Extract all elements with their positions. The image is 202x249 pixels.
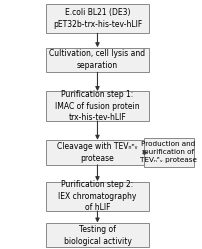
Text: Testing of
biological activity: Testing of biological activity (63, 225, 131, 246)
FancyBboxPatch shape (45, 140, 149, 165)
Text: E.coli BL21 (DE3)
pET32b-trx-his-tev-hLIF: E.coli BL21 (DE3) pET32b-trx-his-tev-hLI… (53, 8, 141, 29)
FancyBboxPatch shape (143, 138, 193, 167)
Text: Cultivation, cell lysis and
separation: Cultivation, cell lysis and separation (49, 50, 145, 70)
Text: Purification step 2:
IEX chromatography
of hLIF: Purification step 2: IEX chromatography … (58, 180, 136, 212)
Text: Cleavage with TEVₙᵉᵥ
protease: Cleavage with TEVₙᵉᵥ protease (57, 142, 137, 163)
Text: Purification step 1:
IMAC of fusion protein
trx-his-tev-hLIF: Purification step 1: IMAC of fusion prot… (55, 90, 139, 123)
FancyBboxPatch shape (45, 48, 149, 72)
FancyBboxPatch shape (45, 223, 149, 247)
FancyBboxPatch shape (45, 91, 149, 121)
FancyBboxPatch shape (45, 4, 149, 33)
FancyBboxPatch shape (45, 182, 149, 211)
Text: Production and
purification of
TEVₙᵉᵥ protease: Production and purification of TEVₙᵉᵥ pr… (139, 141, 196, 163)
